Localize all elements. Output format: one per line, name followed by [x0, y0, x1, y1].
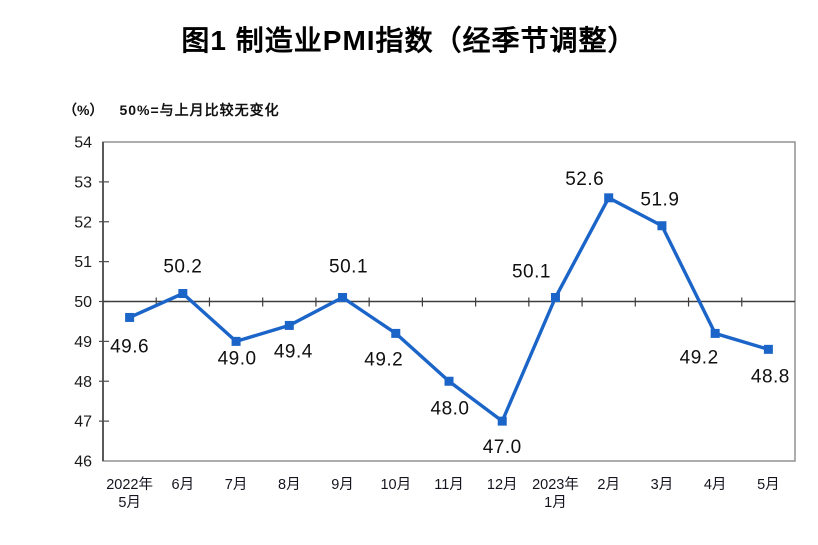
x-axis-label: 1月: [544, 495, 567, 511]
data-label: 49.0: [218, 348, 257, 369]
data-label: 49.2: [364, 349, 403, 370]
data-point-marker: [231, 336, 241, 346]
pmi-series-line: [128, 195, 769, 424]
data-point-marker: [657, 221, 667, 231]
x-axis-label: 3月: [651, 477, 674, 493]
y-axis-tick-label: 49: [74, 334, 92, 351]
data-label: 48.8: [751, 366, 790, 387]
axis-note: （%） 50%=与上月比较无变化: [63, 100, 280, 120]
x-axis-label: 7月: [225, 477, 248, 493]
x-axis-label: 10月: [380, 477, 411, 493]
data-label: 50.1: [512, 262, 551, 283]
x-axis-label: 4月: [704, 477, 727, 493]
data-label: 50.1: [329, 257, 368, 278]
x-axis-label: 12月: [487, 477, 518, 493]
reference-line-note: 50%=与上月比较无变化: [119, 102, 280, 118]
x-axis-label: 2023年: [532, 476, 579, 493]
data-label: 47.0: [483, 437, 522, 458]
x-axis-label: 9月: [331, 477, 354, 493]
x-axis-label: 2022年: [106, 476, 153, 493]
data-point-marker: [710, 328, 720, 338]
data-point-marker: [444, 376, 454, 386]
data-point-marker: [604, 193, 614, 203]
chart-title: 图1 制造业PMI指数（经季节调整）: [181, 25, 637, 56]
x-axis-label: 6月: [172, 477, 195, 493]
data-point-marker: [178, 289, 188, 299]
y-axis-tick-label: 51: [74, 254, 92, 271]
y-axis-tick-label: 48: [74, 374, 92, 391]
data-label: 49.6: [110, 336, 149, 357]
y-axis-tick-label: 54: [74, 135, 92, 152]
data-label: 51.9: [640, 190, 679, 211]
data-label: 50.2: [163, 257, 202, 278]
data-point-marker: [338, 293, 348, 303]
data-label: 52.6: [565, 169, 604, 190]
y-axis-tick-label: 52: [74, 214, 92, 231]
data-point-marker: [763, 344, 773, 354]
data-point-marker: [550, 293, 560, 303]
y-axis-unit-label: （%）: [63, 102, 104, 118]
x-axis-label: 5月: [757, 477, 780, 493]
data-point-marker: [284, 320, 294, 330]
x-axis-label: 11月: [434, 477, 464, 493]
x-axis-label: 2月: [597, 477, 620, 493]
data-point-marker: [125, 312, 135, 322]
data-point-marker: [391, 328, 401, 338]
y-axis-tick-label: 46: [74, 454, 92, 471]
x-axis-label: 8月: [278, 477, 301, 493]
y-axis-tick-label: 53: [74, 174, 92, 191]
data-label: 48.0: [431, 398, 470, 419]
y-axis-tick-label: 47: [74, 414, 92, 431]
data-point-marker: [497, 416, 507, 426]
data-label: 49.2: [680, 347, 719, 368]
data-label: 49.4: [274, 341, 313, 362]
y-axis-tick-label: 50: [74, 294, 92, 311]
x-axis-label: 5月: [118, 495, 141, 511]
